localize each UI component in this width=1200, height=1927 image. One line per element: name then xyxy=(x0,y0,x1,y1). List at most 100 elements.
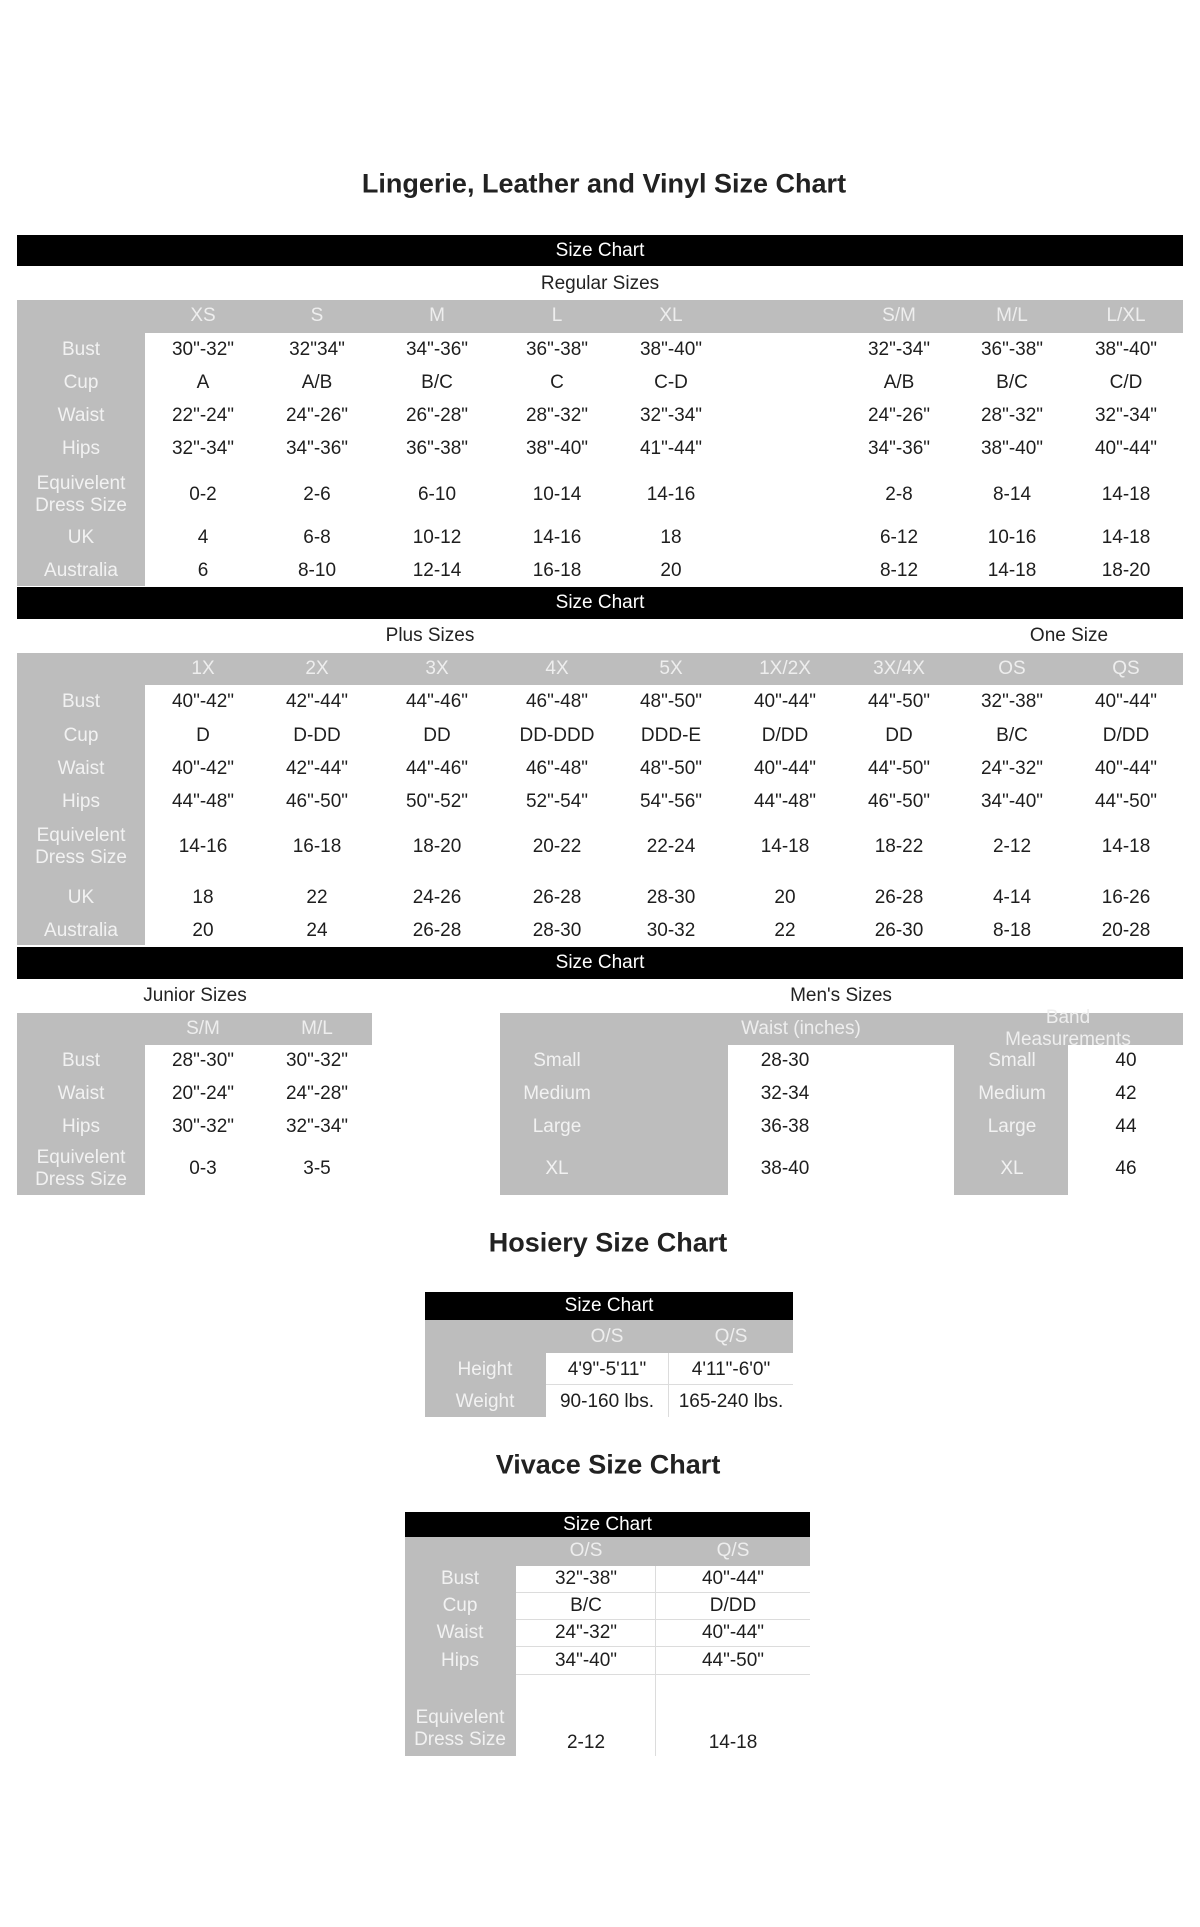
table-cell: 18-20 xyxy=(412,836,462,858)
row-label: Small xyxy=(533,1050,581,1072)
table-cell: 46 xyxy=(1115,1158,1137,1180)
table-cell: 2-6 xyxy=(303,484,331,506)
table-cell: B/C xyxy=(421,372,453,394)
table-cell: 6-12 xyxy=(879,527,919,549)
table-cell: 8-14 xyxy=(992,484,1032,506)
table-cell: 40"-44" xyxy=(1094,758,1158,780)
table-cell: DDD-E xyxy=(640,725,702,747)
table-cell: 41"-44" xyxy=(639,438,703,460)
row-label: Cup xyxy=(442,1595,478,1617)
column-header: L/XL xyxy=(1106,305,1146,327)
table-cell: 34"-36" xyxy=(867,438,931,460)
row-label: Bust xyxy=(61,339,101,361)
table-cell: 14-18 xyxy=(760,836,810,858)
table-cell: 4 xyxy=(197,527,209,549)
row-label: Bust xyxy=(440,1568,480,1590)
table-cell: A xyxy=(196,372,210,394)
table-cell: C xyxy=(550,372,564,394)
table-cell: B/C xyxy=(996,725,1028,747)
row-label: Australia xyxy=(44,560,118,582)
table-cell: B/C xyxy=(996,372,1028,394)
table-cell: 18-20 xyxy=(1101,560,1151,582)
column-header: S/M xyxy=(882,305,916,327)
table-cell: D/DD xyxy=(761,725,809,747)
table-cell: 14-18 xyxy=(1101,527,1151,549)
table-cell: 14-18 xyxy=(987,560,1037,582)
table-cell: 24"-28" xyxy=(285,1083,349,1105)
size-chart-bar-plus xyxy=(17,587,1183,619)
table-cell: 44"-50" xyxy=(867,758,931,780)
table-cell: 44"-50" xyxy=(701,1650,765,1672)
table-cell: 30"-32" xyxy=(285,1050,349,1072)
table-cell: B/C xyxy=(570,1595,602,1617)
row-label: Medium xyxy=(978,1083,1046,1105)
table-cell: 24-26 xyxy=(412,887,462,909)
table-cell: 12-14 xyxy=(412,560,462,582)
row-label: Large xyxy=(532,1116,582,1138)
table-cell: 32"-34" xyxy=(285,1116,349,1138)
table-cell: 40"-44" xyxy=(1094,438,1158,460)
column-header: S xyxy=(310,305,324,327)
column-header: 3X xyxy=(425,658,449,680)
row-label: Weight xyxy=(455,1391,515,1413)
table-cell: 42 xyxy=(1115,1083,1137,1105)
table-cell: 32"-34" xyxy=(639,405,703,427)
table-cell: 36"-38" xyxy=(980,339,1044,361)
table-cell: 44"-46" xyxy=(405,758,469,780)
table-cell: 44"-50" xyxy=(1094,791,1158,813)
row-divider xyxy=(546,1384,793,1385)
table-cell: 22"-24" xyxy=(171,405,235,427)
row-label: Waist xyxy=(57,1083,105,1105)
table-cell: 14-16 xyxy=(646,484,696,506)
table-cell: 20"-24" xyxy=(171,1083,235,1105)
table-cell: 40"-44" xyxy=(753,691,817,713)
table-cell: 14-18 xyxy=(1101,836,1151,858)
column-divider xyxy=(668,1353,669,1417)
table-cell: 38-40 xyxy=(760,1158,810,1180)
table-cell: 26"-28" xyxy=(405,405,469,427)
row-label: Bust xyxy=(61,691,101,713)
table-cell: 18 xyxy=(192,887,214,909)
table-cell: 4'11"-6'0" xyxy=(691,1359,771,1381)
table-cell: 10-14 xyxy=(532,484,582,506)
table-cell: 22-24 xyxy=(646,836,696,858)
table-cell: 6 xyxy=(197,560,209,582)
table-cell: 26-28 xyxy=(532,887,582,909)
table-cell: 34"-36" xyxy=(405,339,469,361)
table-cell: D-DD xyxy=(293,725,341,747)
row-label: Small xyxy=(988,1050,1036,1072)
row-label: Equivelent Dress Size xyxy=(35,473,127,516)
row-label: UK xyxy=(67,887,95,909)
mens-band-body xyxy=(1068,1045,1183,1195)
row-divider xyxy=(516,1592,810,1593)
row-label: Large xyxy=(987,1116,1037,1138)
hosiery-size-chart-bar-label: Size Chart xyxy=(564,1295,654,1317)
column-header: S/M xyxy=(186,1018,220,1040)
table-cell: 10-12 xyxy=(412,527,462,549)
row-divider xyxy=(516,1646,810,1647)
column-header: XL xyxy=(659,305,683,327)
table-cell: 32"-38" xyxy=(554,1568,618,1590)
row-label: Waist xyxy=(57,758,105,780)
table-cell: D/DD xyxy=(1102,725,1150,747)
table-cell: 24"-32" xyxy=(554,1622,618,1644)
table-cell: 6-10 xyxy=(417,484,457,506)
row-label: Equivelent Dress Size xyxy=(35,1147,127,1190)
table-cell: 46"-48" xyxy=(525,691,589,713)
table-cell: 14-16 xyxy=(178,836,228,858)
table-cell: 24"-26" xyxy=(285,405,349,427)
table-cell: 20 xyxy=(660,560,682,582)
table-cell: 38"-40" xyxy=(639,339,703,361)
table-cell: 40"-44" xyxy=(701,1622,765,1644)
table-cell: 28-30 xyxy=(760,1050,810,1072)
one-size-heading: One Size xyxy=(1029,625,1109,647)
table-cell: 28"-30" xyxy=(171,1050,235,1072)
table-cell: 34"-40" xyxy=(980,791,1044,813)
column-header: OS xyxy=(998,658,1026,680)
table-cell: 14-16 xyxy=(532,527,582,549)
table-cell: DD xyxy=(885,725,913,747)
table-cell: 42"-44" xyxy=(285,691,349,713)
hosiery-title: Hosiery Size Chart xyxy=(488,1227,728,1258)
row-label: Waist xyxy=(57,405,105,427)
table-cell: 28-30 xyxy=(532,920,582,942)
